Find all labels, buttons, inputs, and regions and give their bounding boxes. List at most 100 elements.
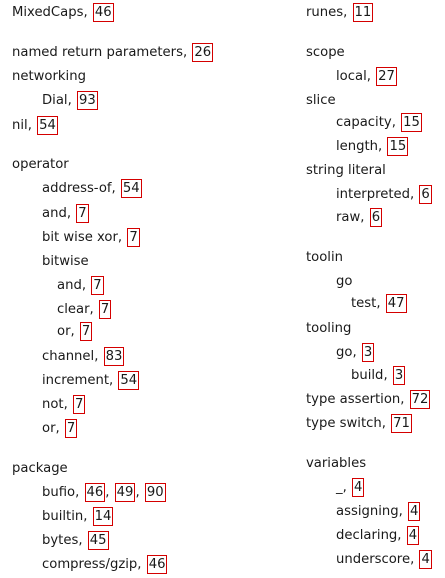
separator: , xyxy=(105,485,114,500)
page-number-link[interactable]: 93 xyxy=(76,91,98,110)
page-number-link[interactable]: 7 xyxy=(76,204,89,223)
index-entry: channel, 83 xyxy=(42,347,125,367)
index-entry: package xyxy=(12,459,68,479)
index-term: clear xyxy=(57,302,90,317)
index-entry: type assertion, 72 xyxy=(306,390,431,410)
index-entry: clear, 7 xyxy=(57,300,112,320)
separator: , xyxy=(381,416,391,431)
page-number-link[interactable]: 47 xyxy=(385,294,407,313)
index-entry: test, 47 xyxy=(351,294,407,314)
index-term: scope xyxy=(306,45,345,60)
page-number-link[interactable]: 4 xyxy=(351,478,365,497)
index-term: test xyxy=(351,296,377,311)
page-number-link[interactable]: 6 xyxy=(369,208,383,227)
page-number-link[interactable]: 54 xyxy=(37,116,58,135)
index-term: slice xyxy=(306,93,336,108)
separator: , xyxy=(391,115,401,130)
index-term: bit wise xor xyxy=(42,230,118,245)
index-term: capacity xyxy=(336,115,392,130)
index-term: bufio xyxy=(42,485,76,500)
separator: , xyxy=(400,392,409,407)
page-number-link[interactable]: 54 xyxy=(120,179,142,198)
index-entry: builtin, 14 xyxy=(42,507,114,527)
index-entry: runes, 11 xyxy=(306,3,374,23)
page-number-link[interactable]: 26 xyxy=(192,43,214,62)
index-entry: underscore, 4 xyxy=(336,550,432,570)
index-term: raw xyxy=(336,210,361,225)
separator: , xyxy=(81,278,91,293)
page-number-link[interactable]: 46 xyxy=(146,555,168,574)
page-number-link[interactable]: 4 xyxy=(419,550,432,569)
index-entry: tooling xyxy=(306,319,351,339)
index-term: address-of xyxy=(42,181,112,196)
index-term: variables xyxy=(306,456,367,471)
index-term: local xyxy=(336,69,367,84)
page-number-link[interactable]: 14 xyxy=(92,507,114,526)
index-term: not xyxy=(42,397,64,412)
page-number-link[interactable]: 7 xyxy=(79,322,93,341)
index-term: or xyxy=(57,324,71,339)
index-entry: networking xyxy=(12,67,86,87)
index-entry: and, 7 xyxy=(42,204,89,224)
separator: , xyxy=(410,187,419,202)
page-number-link[interactable]: 27 xyxy=(376,67,397,86)
page-number-link[interactable]: 7 xyxy=(91,276,104,295)
page-number-link[interactable]: 3 xyxy=(361,343,375,362)
index-entry: length, 15 xyxy=(336,137,409,157)
page-number-link[interactable]: 46 xyxy=(84,483,106,502)
index-entry: capacity, 15 xyxy=(336,113,422,133)
separator: , xyxy=(89,302,98,317)
separator: , xyxy=(137,557,146,572)
page-number-link[interactable]: 7 xyxy=(98,300,112,319)
page-number-link[interactable]: 3 xyxy=(392,366,406,385)
index-entry: bufio, 46, 49, 90 xyxy=(42,483,166,503)
index-entry: bitwise xyxy=(42,252,89,272)
page-number-link[interactable]: 54 xyxy=(118,371,140,390)
page-number-link[interactable]: 45 xyxy=(87,531,109,550)
index-term: and xyxy=(57,278,82,293)
page-number-link[interactable]: 11 xyxy=(352,3,374,22)
index-term: compress/gzip xyxy=(42,557,138,572)
page-number-link[interactable]: 46 xyxy=(92,3,114,22)
index-term: package xyxy=(12,461,68,476)
separator: , xyxy=(70,324,79,339)
page-number-link[interactable]: 83 xyxy=(103,347,125,366)
separator: , xyxy=(78,533,87,548)
page-number-link[interactable]: 4 xyxy=(406,526,420,545)
index-entry: Dial, 93 xyxy=(42,91,98,111)
index-term: operator xyxy=(12,157,69,172)
separator: , xyxy=(182,45,192,60)
page-number-link[interactable]: 15 xyxy=(387,137,409,156)
page-number-link[interactable]: 4 xyxy=(408,502,421,521)
separator: , xyxy=(94,349,103,364)
page-number-link[interactable]: 71 xyxy=(391,414,412,433)
page-number-link[interactable]: 15 xyxy=(401,113,422,132)
page-number-link[interactable]: 7 xyxy=(64,419,78,438)
page-number-link[interactable]: 49 xyxy=(114,483,136,502)
index-entry: nil, 54 xyxy=(12,116,58,136)
index-term: declaring xyxy=(336,528,398,543)
index-entry: assigning, 4 xyxy=(336,502,421,522)
index-entry: and, 7 xyxy=(57,276,104,296)
separator: , xyxy=(378,139,387,154)
index-entry: operator xyxy=(12,155,69,175)
separator: , xyxy=(398,504,407,519)
index-entry: not, 7 xyxy=(42,395,86,415)
page-number-link[interactable]: 7 xyxy=(127,228,140,247)
index-term: string literal xyxy=(306,163,386,178)
page-number-link[interactable]: 6 xyxy=(419,185,432,204)
index-entry: string literal xyxy=(306,161,386,181)
index-entry: bytes, 45 xyxy=(42,531,109,551)
index-entry: MixedCaps, 46 xyxy=(12,3,114,23)
index-term: type assertion xyxy=(306,392,401,407)
index-term: go xyxy=(336,274,353,289)
index-term: Dial xyxy=(42,93,68,108)
index-entry: toolin xyxy=(306,248,343,268)
page-number-link[interactable]: 90 xyxy=(144,483,166,502)
separator: , xyxy=(83,509,92,524)
page-number-link[interactable]: 7 xyxy=(73,395,86,414)
page-number-link[interactable]: 72 xyxy=(409,390,431,409)
index-entry: raw, 6 xyxy=(336,208,383,228)
index-term: tooling xyxy=(306,321,352,336)
